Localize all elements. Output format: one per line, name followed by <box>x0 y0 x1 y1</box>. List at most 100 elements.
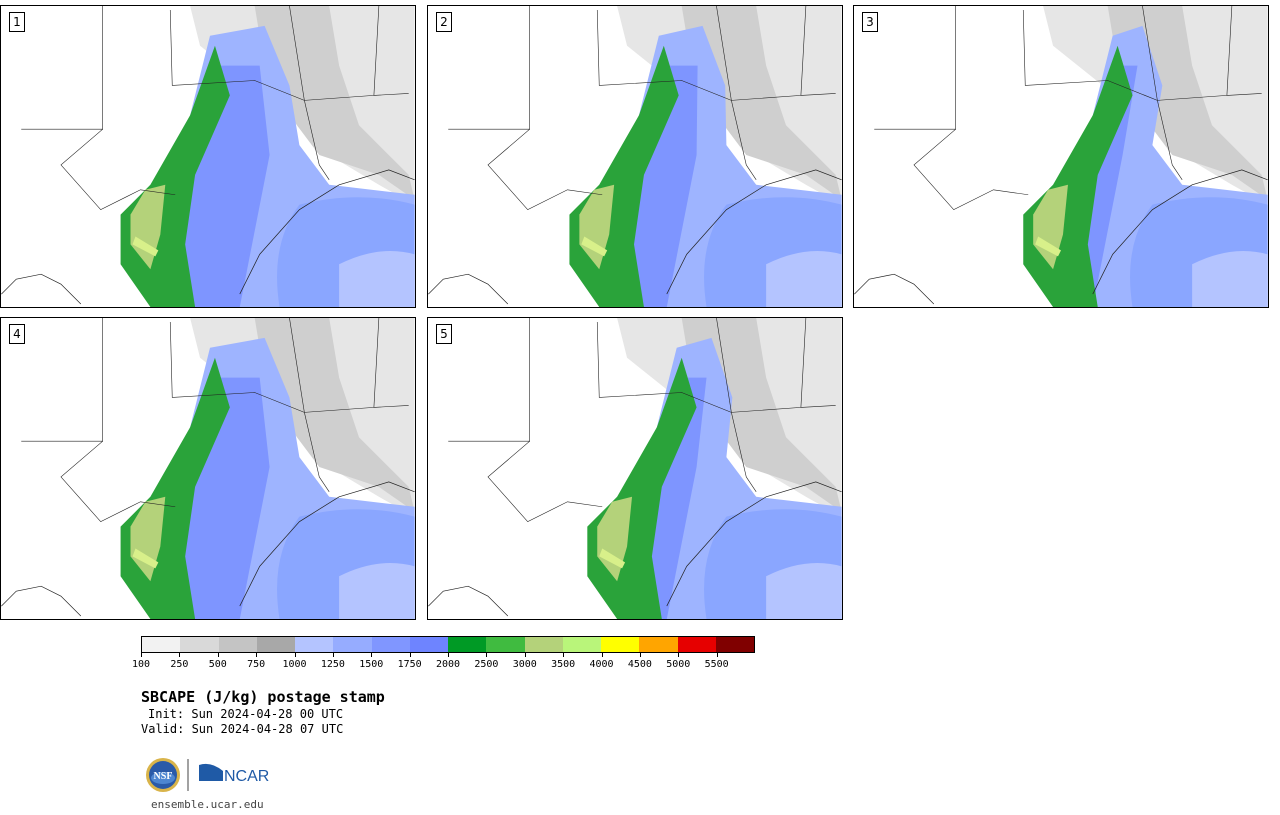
colorbar-swatch <box>486 637 525 652</box>
nsf-logo-icon: NSF <box>146 758 180 792</box>
logos: NSF NCAR <box>146 758 269 792</box>
colorbar <box>141 636 755 653</box>
gulf-cape-low-region <box>1192 251 1268 307</box>
nsf-logo-text: NSF <box>154 771 173 782</box>
ncar-logo-icon: NCAR <box>199 763 269 785</box>
colorbar-tick <box>524 653 526 657</box>
coastline <box>1 481 415 617</box>
colorbar-swatch <box>601 637 640 652</box>
map-1 <box>1 6 415 307</box>
cape-1500-region <box>175 377 270 619</box>
colorbar-swatch <box>371 637 410 652</box>
state-borders <box>874 6 1262 211</box>
cape-1500-region <box>175 65 270 307</box>
colorbar-label: 1250 <box>320 659 345 670</box>
colorbar-tick <box>448 653 449 657</box>
gulf-cape-low-region <box>339 563 415 619</box>
map-4 <box>1 318 415 619</box>
panel-number: 4 <box>9 324 25 344</box>
cape-3500-region <box>599 548 626 569</box>
cape-3000-region <box>579 184 615 270</box>
colorbar-swatch <box>715 637 754 652</box>
panel-number: 2 <box>436 12 452 32</box>
coastline <box>428 169 842 305</box>
map-5 <box>428 318 842 619</box>
colorbar-label: 5500 <box>704 659 729 670</box>
member-panel-1: 1 <box>0 5 416 308</box>
cape-3500-region <box>132 548 159 569</box>
colorbar-label: 1500 <box>359 659 384 670</box>
colorbar-tick <box>716 653 718 657</box>
member-panel-5: 5 <box>427 317 843 620</box>
colorbar-swatch <box>639 637 678 652</box>
coastline <box>854 169 1268 305</box>
panel-number: 5 <box>436 324 452 344</box>
colorbar-tick <box>409 653 411 657</box>
cape-500-region <box>681 318 842 512</box>
colorbar-tick <box>601 653 603 657</box>
panel-number: 1 <box>9 12 25 32</box>
colorbar-tick <box>256 653 258 657</box>
colorbar-label: 500 <box>208 659 227 670</box>
init-time: Init: Sun 2024-04-28 00 UTC <box>148 707 344 721</box>
colorbar-tick <box>486 653 488 657</box>
colorbar-swatch <box>448 637 487 652</box>
cape-500-region <box>254 318 415 512</box>
colorbar-tick <box>639 653 641 657</box>
colorbar-tick <box>294 653 296 657</box>
member-panel-4: 4 <box>0 317 416 620</box>
coastline <box>428 481 842 617</box>
coastline <box>1 169 415 305</box>
colorbar-tick <box>332 653 334 657</box>
cape-1500-region <box>1077 65 1138 307</box>
cape-3500-region <box>1035 236 1061 257</box>
colorbar-labels: 100 250 500 750 1000 1250 1500 1750 2000 2500 3000… <box>132 659 755 673</box>
gulf-cape-low-region <box>766 563 842 619</box>
map-2 <box>428 6 842 307</box>
colorbar-tick <box>141 653 142 657</box>
colorbar-swatch <box>524 637 563 652</box>
map-3 <box>854 6 1268 307</box>
colorbar-label: 2500 <box>474 659 499 670</box>
colorbar-swatch <box>256 637 295 652</box>
footer-url[interactable]: ensemble.ucar.edu <box>151 798 264 811</box>
cape-3000-region <box>130 496 166 582</box>
gulf-cape-low-region <box>339 251 415 307</box>
colorbar-label: 250 <box>170 659 189 670</box>
cape-3000-region <box>597 496 633 582</box>
colorbar-label: 1750 <box>397 659 422 670</box>
cape-1500-region <box>624 65 698 307</box>
colorbar-swatch <box>295 637 334 652</box>
cape-500-region <box>254 6 415 200</box>
colorbar-swatch <box>218 637 257 652</box>
colorbar-tick <box>179 653 181 657</box>
colorbar-tick <box>563 653 565 657</box>
state-borders <box>448 6 836 211</box>
colorbar-swatch <box>180 637 219 652</box>
colorbar-swatch <box>677 637 716 652</box>
member-panel-3: 3 <box>853 5 1269 308</box>
cape-500-region <box>681 6 842 200</box>
cape-3000-region <box>130 184 166 270</box>
colorbar-label: 3500 <box>551 659 576 670</box>
colorbar-swatch <box>562 637 601 652</box>
cape-3500-region <box>581 236 608 257</box>
colorbar-swatch <box>409 637 448 652</box>
state-borders <box>448 318 836 523</box>
colorbar-label: 750 <box>247 659 266 670</box>
state-borders <box>21 318 409 523</box>
member-panel-2: 2 <box>427 5 843 308</box>
colorbar-label: 5000 <box>666 659 691 670</box>
cape-3500-region <box>132 236 159 257</box>
colorbar-label: 4000 <box>589 659 614 670</box>
cape-3000-region <box>1033 184 1068 270</box>
colorbar-tick <box>371 653 373 657</box>
state-borders <box>21 6 409 211</box>
colorbar-label: 3000 <box>512 659 537 670</box>
colorbar-swatch <box>142 637 181 652</box>
colorbar-tick <box>678 653 680 657</box>
ncar-logo-text: NCAR <box>224 768 269 785</box>
panel-number: 3 <box>862 12 878 32</box>
colorbar-label: 2000 <box>435 659 461 670</box>
colorbar-tick <box>217 653 219 657</box>
